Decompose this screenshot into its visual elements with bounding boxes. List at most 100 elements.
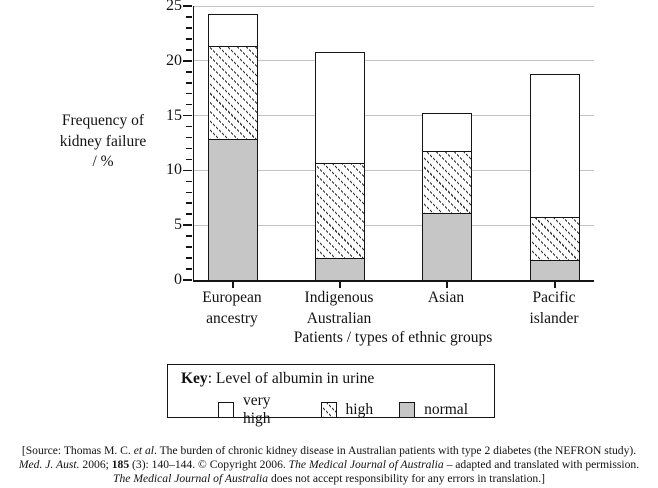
y-axis-tick-label: 20 <box>166 51 182 69</box>
legend-title: Key: Level of albumin in urine <box>181 370 494 388</box>
bar-segment-high <box>531 217 579 260</box>
y-axis-minor-tick <box>186 81 192 84</box>
y-axis-minor-tick <box>186 235 192 237</box>
y-axis-tick-label: 0 <box>174 271 182 288</box>
y-axis-minor-tick <box>186 70 192 73</box>
source-text: 2006; <box>79 458 112 472</box>
y-axis-tick-label: 15 <box>166 106 182 124</box>
source-text: et al <box>133 444 155 457</box>
legend-item-label: normal <box>424 401 468 418</box>
y-axis-minor-tick <box>186 191 192 194</box>
y-axis-minor-tick <box>186 16 192 18</box>
bar-segment-high <box>423 150 471 213</box>
legend-key-word: Key <box>181 370 208 387</box>
bar-segment-normal <box>316 257 364 280</box>
source-text: [Source: Thomas M. C. <box>21 444 134 457</box>
y-axis-tick-label: 25 <box>166 0 182 14</box>
legend-item-label: very high <box>243 392 271 427</box>
source-text: The Medical Journal of Australia <box>288 458 444 472</box>
y-axis-minor-tick <box>186 180 192 183</box>
y-axis-tick-label: 5 <box>174 216 182 234</box>
x-category-label-pacific-islander: Pacific islander <box>494 287 614 329</box>
x-axis-tick <box>232 280 234 288</box>
x-category-label-indigenous-australian: Indigenous Australian <box>279 287 399 329</box>
bar-european-ancestry <box>208 13 258 280</box>
y-axis-major-tick <box>183 114 192 117</box>
y-axis-major-tick <box>183 224 192 226</box>
plot-area: 0 5 10 15 20 25 <box>166 0 594 288</box>
bar-indigenous-australian <box>315 52 365 280</box>
y-axis-tick-label: 10 <box>166 161 182 179</box>
bar-asian <box>422 113 472 280</box>
gridline <box>194 5 594 7</box>
bar-segment-very-high <box>531 74 579 218</box>
x-axis-title: Patients / types of ethnic groups <box>293 329 493 346</box>
gridline <box>194 115 594 117</box>
x-category-label-line: islander <box>529 310 579 327</box>
x-category-label-line: Indigenous <box>304 289 374 306</box>
y-axis-minor-tick <box>186 136 192 139</box>
bar-segment-very-high <box>316 53 364 163</box>
source-text: The Medical Journal of Australia <box>113 472 269 486</box>
bar-segment-normal <box>531 259 579 280</box>
legend-item-label: high <box>345 401 374 418</box>
y-axis-title-line: Frequency of <box>61 112 145 129</box>
y-axis-minor-tick <box>186 38 192 40</box>
legend-items: very high high normal <box>218 392 494 428</box>
x-category-label-european-ancestry: European ancestry <box>172 287 292 329</box>
legend-title-text: : Level of albumin in urine <box>207 370 375 387</box>
x-axis-tick <box>339 280 341 288</box>
source-text: 185 <box>111 458 130 472</box>
x-category-label-asian: Asian <box>386 287 506 308</box>
y-axis-minor-tick <box>186 92 192 95</box>
x-category-label-line: European <box>202 289 262 306</box>
x-category-label-line: ancestry <box>206 310 258 327</box>
legend-swatch-hatch <box>320 402 337 418</box>
y-axis-title: Frequency of kidney failure / % <box>28 111 178 173</box>
bar-segment-very-high <box>423 114 471 151</box>
source-text: . The burden of chronic kidney disease i… <box>154 444 637 457</box>
y-axis-major-tick <box>183 169 192 172</box>
x-axis-tick <box>554 280 556 288</box>
y-axis-minor-tick <box>186 147 192 150</box>
legend: Key: Level of albumin in urine very high… <box>167 364 495 427</box>
source-line-1: [Source: Thomas M. C. et al. The burden … <box>0 444 658 458</box>
bar-pacific-islander <box>530 73 580 280</box>
legend-item-normal: normal <box>399 401 468 419</box>
y-axis-minor-tick <box>186 103 192 106</box>
y-axis-minor-tick <box>186 202 192 205</box>
source-citation: [Source: Thomas M. C. et al. The burden … <box>0 444 658 487</box>
gridline <box>194 169 594 171</box>
source-text: (3): 140–144. © Copyright 2006. <box>129 458 289 472</box>
legend-swatch-white <box>218 402 234 418</box>
source-text: Med. J. Aust. <box>18 458 80 472</box>
x-axis-tick <box>446 280 448 288</box>
y-axis-major-tick <box>183 5 192 7</box>
source-text: does not accept responsibility for any e… <box>268 472 545 486</box>
y-axis-minor-tick <box>186 268 192 270</box>
bar-segment-normal <box>423 212 471 280</box>
legend-item-high: high <box>320 401 374 419</box>
y-axis-title-line: / % <box>92 153 114 170</box>
bar-segment-very-high <box>209 14 257 47</box>
source-line-3: The Medical Journal of Australia does no… <box>0 472 658 486</box>
source-line-2: Med. J. Aust. 2006; 185 (3): 140–144. © … <box>0 458 658 472</box>
y-axis-minor-tick <box>186 49 192 51</box>
gridline <box>194 224 594 226</box>
legend-swatch-gray <box>399 402 416 418</box>
y-axis-minor-tick <box>186 158 192 161</box>
source-text: – adapted and translated with permission… <box>443 458 640 472</box>
y-axis-major-tick <box>183 60 192 62</box>
y-axis-major-tick <box>183 279 192 281</box>
bar-segment-high <box>209 46 257 140</box>
y-axis-title-line: kidney failure <box>59 132 147 150</box>
gridline <box>194 60 594 62</box>
x-category-label-line: Pacific <box>532 289 576 306</box>
y-axis-minor-tick <box>186 27 192 29</box>
y-axis-minor-tick <box>186 213 192 216</box>
y-axis-minor-tick <box>186 246 192 248</box>
legend-item-very-high: very high <box>218 392 295 428</box>
y-axis-minor-tick <box>186 257 192 259</box>
x-category-label-line: Asian <box>427 289 465 306</box>
